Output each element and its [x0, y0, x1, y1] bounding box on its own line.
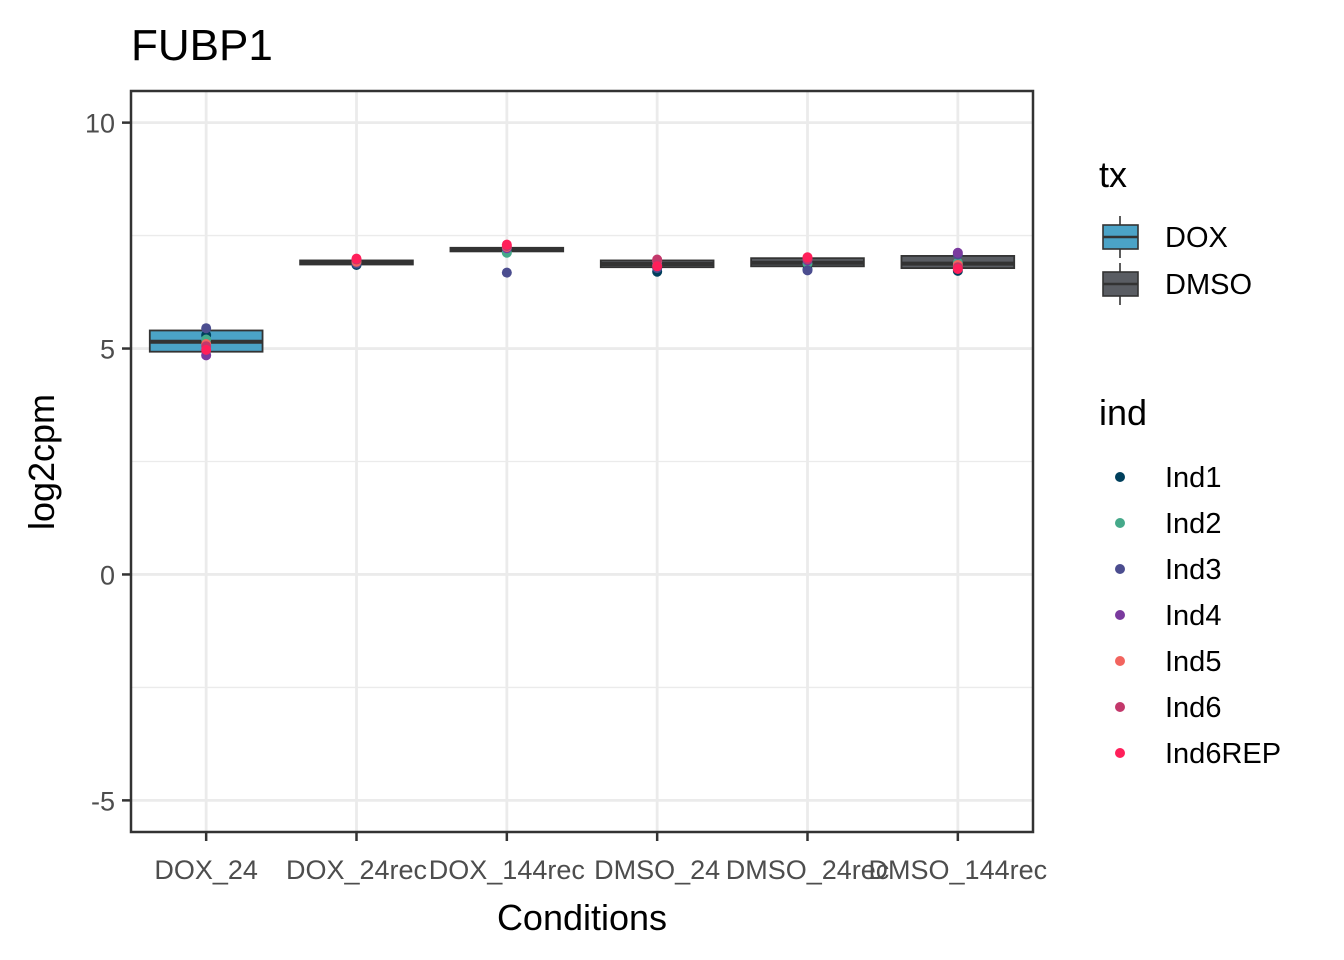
legend-area: tx DOX DMSO ind Ind1 Ind2 Ind3 Ind4 Ind5 Ind6 Ind6… [1099, 154, 1281, 770]
legend-label-dmso: DMSO [1165, 269, 1252, 301]
legend-label-ind4: Ind4 [1165, 600, 1221, 632]
data-point-Ind6REP [802, 252, 813, 263]
legend-label-ind1: Ind1 [1165, 462, 1221, 494]
data-point-Ind3 [802, 265, 813, 276]
legend-point-ind1 [1115, 472, 1125, 482]
x-tick-label: DMSO_24rec [726, 855, 890, 885]
legend-label-ind5: Ind5 [1165, 646, 1221, 678]
legend-title-tx: tx [1099, 154, 1127, 195]
legend-point-ind2 [1115, 518, 1125, 528]
legend-point-ind5 [1115, 656, 1125, 666]
legend-key-dox [1102, 216, 1139, 258]
chart-title: FUBP1 [131, 21, 273, 70]
data-point-Ind3 [201, 323, 212, 334]
x-tick-label: DOX_24rec [286, 855, 427, 885]
y-tick-label: 5 [100, 335, 115, 365]
x-tick-label: DMSO_144rec [869, 855, 1048, 885]
legend-point-ind3 [1115, 564, 1125, 574]
y-axis-title: log2cpm [21, 394, 62, 530]
data-point-Ind6REP [501, 239, 512, 250]
x-tick-label: DMSO_24 [594, 855, 720, 885]
panel-border [129, 89, 1035, 834]
x-axis-title: Conditions [497, 897, 667, 938]
legend-label-ind3: Ind3 [1165, 554, 1221, 586]
y-axis: -5 0 5 10 [85, 109, 131, 816]
legend-key-dmso [1102, 263, 1139, 305]
legend-title-ind: ind [1099, 392, 1147, 433]
legend-point-ind4 [1115, 610, 1125, 620]
x-tick-label: DOX_144rec [429, 855, 585, 885]
data-point-Ind6REP [201, 344, 212, 355]
x-tick-label: DOX_24 [154, 855, 258, 885]
y-tick-label: 10 [85, 109, 115, 139]
data-point-Ind6REP [652, 261, 663, 272]
data-point-Ind4 [952, 247, 963, 258]
legend-label-ind6: Ind6 [1165, 692, 1221, 724]
legend-label-dox: DOX [1165, 222, 1228, 254]
legend-label-ind2: Ind2 [1165, 508, 1221, 540]
y-tick-label: -5 [91, 786, 115, 816]
data-point-Ind6REP [351, 253, 362, 264]
legend-point-ind6rep [1115, 748, 1125, 758]
legend-label-ind6rep: Ind6REP [1165, 738, 1281, 770]
plot-panel [129, 89, 1035, 834]
data-point-Ind6REP [952, 264, 963, 275]
legend-point-ind6 [1115, 702, 1125, 712]
y-tick-label: 0 [100, 560, 115, 590]
x-axis: DOX_24 DOX_24rec DOX_144rec DMSO_24 DMSO_24r… [154, 832, 1047, 885]
data-point-Ind3 [501, 267, 512, 278]
